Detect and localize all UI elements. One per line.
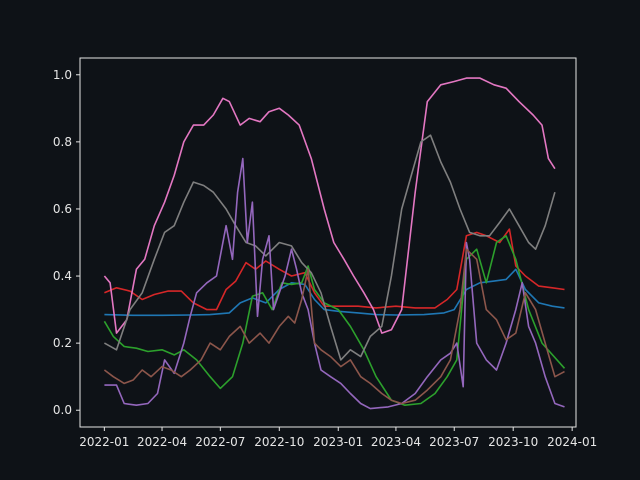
series-line-5 [104,134,556,361]
series-line-7 [103,248,565,405]
y-tick-label: 0.6 [53,202,72,216]
y-tick-label: 0.8 [53,135,72,149]
y-tick-label: 0.2 [53,336,72,350]
y-tick-label: 0.0 [53,403,72,417]
x-tick-label: 2023-07 [429,435,479,449]
x-tick-label: 2022-07 [195,435,245,449]
series-line-6 [104,157,565,410]
x-tick-label: 2022-04 [137,435,187,449]
axes-layer: 0.0 0.2 0.4 0.6 0.8 1.0 2022-01 2022-04 2022-07 2… [53,57,597,449]
x-tick-label: 2022-10 [254,435,304,449]
x-tick-label: 2024-01 [547,435,597,449]
series-layer [103,77,566,410]
y-tick-label: 1.0 [53,68,72,82]
y-tick-label: 0.4 [53,269,72,283]
series-line-1 [104,268,565,317]
x-tick-label: 2022-01 [79,435,129,449]
x-tick-label: 2023-01 [313,435,363,449]
series-line-4 [103,77,556,334]
x-tick-label: 2023-10 [488,435,538,449]
x-tick-label: 2023-04 [371,435,421,449]
plot-frame [79,57,577,428]
